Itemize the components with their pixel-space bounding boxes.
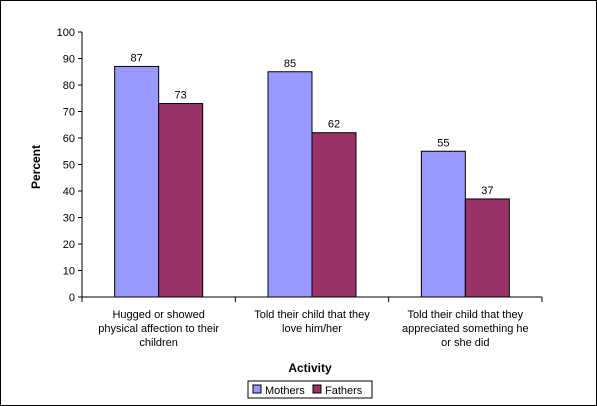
y-tick-label: 50 xyxy=(63,160,75,172)
x-category-label-line: or she did xyxy=(441,337,489,349)
y-tick-label: 70 xyxy=(63,107,75,119)
x-category-label-line: physical affection to their xyxy=(98,323,219,335)
x-axis-category-labels: Hugged or showed physical affection to th… xyxy=(98,309,528,349)
y-tick-label: 30 xyxy=(63,213,75,225)
y-tick-label: 90 xyxy=(63,54,75,66)
bar-mothers xyxy=(420,150,466,298)
data-label: 73 xyxy=(175,90,187,102)
y-tick-label: 60 xyxy=(63,133,75,145)
legend-swatch-fathers xyxy=(312,384,322,394)
bar-fathers xyxy=(464,198,510,298)
x-category-label: Told their child that they love him/her xyxy=(254,309,370,335)
data-label: 37 xyxy=(481,185,493,197)
data-label: 85 xyxy=(284,58,296,70)
legend-label-mothers: Mothers xyxy=(265,385,305,397)
legend: Mothers Fathers xyxy=(247,380,373,399)
y-axis-title: Percent xyxy=(29,145,43,189)
bar-mothers xyxy=(267,71,313,298)
y-tick-label: 20 xyxy=(63,239,75,251)
data-label: 87 xyxy=(131,52,143,64)
legend-swatch-mothers xyxy=(252,384,262,394)
x-category-label-line: children xyxy=(139,337,178,349)
x-category-label-line: Hugged or showed xyxy=(112,309,204,321)
x-category-label-line: Told their child that they xyxy=(408,309,524,321)
y-tick-label: 10 xyxy=(63,266,75,278)
y-axis-ticks: 0 10 20 30 40 50 60 70 80 90 100 xyxy=(57,27,82,304)
axes xyxy=(81,32,543,302)
bar-fathers xyxy=(158,103,204,298)
x-axis-title: Activity xyxy=(288,361,332,375)
bar-fathers xyxy=(311,132,357,298)
legend-label-fathers: Fathers xyxy=(325,385,363,397)
data-label: 55 xyxy=(437,137,449,149)
x-category-label: Hugged or showed physical affection to th… xyxy=(98,309,219,349)
x-category-label: Told their child that they appreciated so… xyxy=(402,309,529,349)
bars: 87 73 85 62 55 37 xyxy=(114,52,510,298)
y-tick-label: 100 xyxy=(57,27,75,39)
y-tick-label: 80 xyxy=(63,80,75,92)
x-category-label-line: appreciated something he xyxy=(402,323,529,335)
y-tick-label: 40 xyxy=(63,186,75,198)
x-category-label-line: love him/her xyxy=(282,323,342,335)
legend-box xyxy=(247,380,373,399)
bar-mothers xyxy=(114,65,160,298)
data-label: 62 xyxy=(328,119,340,131)
y-tick-label: 0 xyxy=(69,292,75,304)
x-category-label-line: Told their child that they xyxy=(254,309,370,321)
